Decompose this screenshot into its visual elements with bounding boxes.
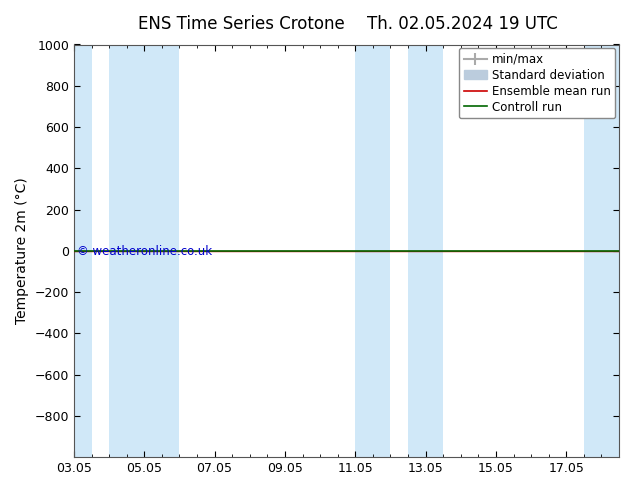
Text: © weatheronline.co.uk: © weatheronline.co.uk — [77, 245, 212, 258]
Bar — [584, 45, 619, 457]
Bar — [355, 45, 391, 457]
Text: Th. 02.05.2024 19 UTC: Th. 02.05.2024 19 UTC — [368, 15, 558, 33]
Y-axis label: Temperature 2m (°C): Temperature 2m (°C) — [15, 177, 29, 324]
Legend: min/max, Standard deviation, Ensemble mean run, Controll run: min/max, Standard deviation, Ensemble me… — [459, 48, 616, 119]
Bar — [109, 45, 179, 457]
Bar — [408, 45, 443, 457]
Text: ENS Time Series Crotone: ENS Time Series Crotone — [138, 15, 344, 33]
Bar — [74, 45, 91, 457]
